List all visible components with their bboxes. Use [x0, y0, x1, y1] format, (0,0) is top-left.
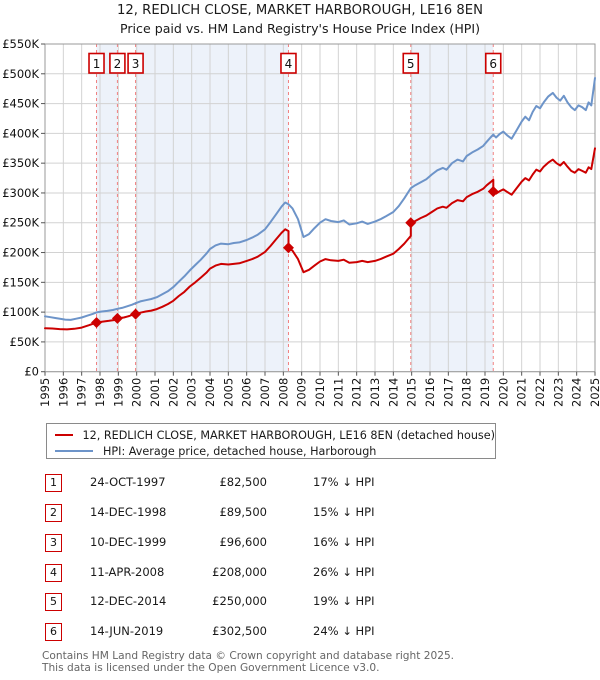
price-chart: £0 £50K £100K £150K £200K £250K £300K £350K £400… — [2, 37, 600, 407]
svg-text:2017: 2017 — [441, 378, 455, 407]
svg-text:1996: 1996 — [56, 378, 70, 407]
svg-text:1: 1 — [93, 57, 101, 71]
svg-text:5: 5 — [407, 57, 415, 71]
legend-label-hpi: HPI: Average price, detached house, Harb… — [103, 444, 377, 458]
svg-text:£200K: £200K — [2, 246, 39, 260]
svg-text:2019: 2019 — [478, 378, 492, 407]
svg-text:2006: 2006 — [240, 378, 254, 407]
svg-text:£150K: £150K — [2, 275, 39, 289]
hpi-line-sample — [55, 450, 93, 452]
table-row: 6 14-JUN-2019 £302,500 24% ↓ HPI — [0, 623, 600, 641]
svg-text:£400K: £400K — [2, 126, 39, 140]
svg-text:1995: 1995 — [38, 378, 52, 407]
table-row: 2 14-DEC-1998 £89,500 15% ↓ HPI — [0, 504, 600, 522]
svg-text:3: 3 — [132, 57, 140, 71]
svg-text:2015: 2015 — [405, 378, 419, 407]
svg-text:2018: 2018 — [460, 378, 474, 407]
svg-text:2021: 2021 — [515, 378, 529, 407]
property-line-sample — [55, 434, 73, 436]
svg-text:2008: 2008 — [276, 378, 290, 407]
svg-text:2004: 2004 — [203, 378, 217, 407]
row-number-badge: 6 — [45, 623, 62, 641]
svg-text:2014: 2014 — [386, 378, 400, 407]
svg-text:2013: 2013 — [368, 378, 382, 407]
sale-price: £96,600 — [219, 535, 267, 549]
svg-text:2024: 2024 — [570, 378, 584, 407]
footer-line-2: This data is licensed under the Open Gov… — [42, 662, 380, 674]
svg-text:2023: 2023 — [551, 378, 565, 407]
svg-text:£0: £0 — [24, 365, 39, 379]
svg-text:2003: 2003 — [185, 378, 199, 407]
svg-text:2025: 2025 — [588, 378, 600, 407]
sale-date: 12-DEC-2014 — [90, 594, 167, 608]
footer-line-1: Contains HM Land Registry data © Crown c… — [42, 650, 455, 662]
svg-text:2007: 2007 — [258, 378, 272, 407]
svg-text:£500K: £500K — [2, 67, 39, 81]
sale-price: £302,500 — [212, 624, 267, 638]
row-number-badge: 1 — [45, 474, 62, 492]
sale-date: 10-DEC-1999 — [90, 535, 167, 549]
svg-text:£50K: £50K — [10, 335, 40, 349]
svg-text:2020: 2020 — [496, 378, 510, 407]
table-row: 3 10-DEC-1999 £96,600 16% ↓ HPI — [0, 534, 600, 552]
legend-label-property: 12, REDLICH CLOSE, MARKET HARBOROUGH, LE… — [82, 428, 496, 442]
svg-text:2009: 2009 — [295, 378, 309, 407]
sale-hpi-delta: 26% ↓ HPI — [313, 565, 375, 579]
row-number-badge: 4 — [45, 564, 62, 582]
sale-price: £208,000 — [212, 565, 267, 579]
sale-date: 11-APR-2008 — [90, 565, 165, 579]
table-row: 4 11-APR-2008 £208,000 26% ↓ HPI — [0, 564, 600, 582]
sale-hpi-delta: 19% ↓ HPI — [313, 594, 375, 608]
sale-hpi-delta: 16% ↓ HPI — [313, 535, 375, 549]
sale-price: £82,500 — [219, 475, 267, 489]
svg-text:2002: 2002 — [166, 378, 180, 407]
svg-text:2022: 2022 — [533, 378, 547, 407]
svg-text:2012: 2012 — [350, 378, 364, 407]
sale-date: 24-OCT-1997 — [90, 475, 166, 489]
sale-hpi-delta: 15% ↓ HPI — [313, 505, 375, 519]
svg-text:2011: 2011 — [331, 378, 345, 407]
sale-price: £250,000 — [212, 594, 267, 608]
legend: 12, REDLICH CLOSE, MARKET HARBOROUGH, LE… — [46, 423, 496, 459]
svg-text:6: 6 — [489, 57, 497, 71]
svg-text:£350K: £350K — [2, 156, 39, 170]
table-row: 1 24-OCT-1997 £82,500 17% ↓ HPI — [0, 474, 600, 492]
sale-date: 14-DEC-1998 — [90, 505, 167, 519]
row-number-badge: 5 — [45, 593, 62, 611]
svg-text:2016: 2016 — [423, 378, 437, 407]
svg-text:£300K: £300K — [2, 186, 39, 200]
chart-subtitle: Price paid vs. HM Land Registry's House … — [119, 21, 481, 36]
svg-text:4: 4 — [285, 57, 293, 71]
chart-title: 12, REDLICH CLOSE, MARKET HARBOROUGH, LE… — [117, 3, 483, 18]
svg-text:1997: 1997 — [75, 378, 89, 407]
svg-text:£450K: £450K — [2, 97, 39, 111]
svg-text:£550K: £550K — [2, 37, 39, 51]
svg-text:£100K: £100K — [2, 305, 39, 319]
table-row: 5 12-DEC-2014 £250,000 19% ↓ HPI — [0, 593, 600, 611]
sale-hpi-delta: 17% ↓ HPI — [313, 475, 375, 489]
svg-text:2005: 2005 — [221, 378, 235, 407]
svg-text:£250K: £250K — [2, 216, 39, 230]
legend-item-property: 12, REDLICH CLOSE, MARKET HARBOROUGH, LE… — [55, 427, 495, 443]
svg-text:2000: 2000 — [130, 378, 144, 407]
svg-text:2001: 2001 — [148, 378, 162, 407]
sale-hpi-delta: 24% ↓ HPI — [313, 624, 375, 638]
svg-text:1998: 1998 — [93, 378, 107, 407]
legend-item-hpi: HPI: Average price, detached house, Harb… — [55, 443, 495, 459]
row-number-badge: 3 — [45, 534, 62, 552]
sale-date: 14-JUN-2019 — [90, 624, 164, 638]
sale-price: £89,500 — [219, 505, 267, 519]
svg-text:2: 2 — [114, 57, 122, 71]
row-number-badge: 2 — [45, 504, 62, 522]
svg-text:2010: 2010 — [313, 378, 327, 407]
svg-text:1999: 1999 — [111, 378, 125, 407]
